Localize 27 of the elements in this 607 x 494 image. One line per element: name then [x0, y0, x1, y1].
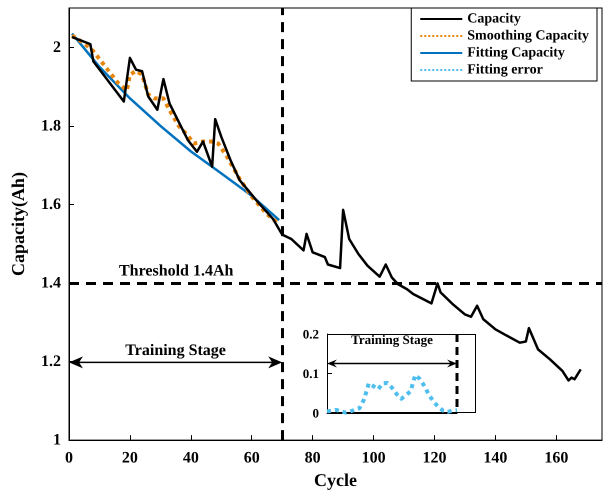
y-tick-label: 0: [312, 406, 319, 420]
y-axis-title: Capacity(Ah): [8, 172, 28, 276]
legend-label: Fitting Capacity: [467, 46, 565, 60]
y-tick-label: 1.2: [41, 353, 61, 370]
x-tick-label: 80: [304, 450, 321, 467]
x-tick-label: 120: [422, 450, 446, 467]
y-tick-label: 2: [53, 38, 61, 56]
y-tick-label: 0.2: [302, 326, 319, 342]
x-tick-label: 60: [244, 450, 260, 467]
annotation: Training Stage: [351, 332, 434, 347]
y-tick-label: 1.8: [41, 117, 61, 134]
x-tick-label: 20: [122, 450, 138, 467]
text: Fitting error: [467, 62, 543, 78]
x-tick-label: 40: [182, 450, 199, 467]
x-axis-title: Cycle: [314, 470, 357, 490]
x-tick-label: 140: [483, 450, 508, 467]
y-tick-label: 1.6: [41, 196, 61, 213]
ref-line-label: Threshold 1.4Ah: [119, 262, 234, 280]
y-tick-label: 1.4: [41, 274, 61, 292]
legend-label: Capacity: [467, 12, 521, 26]
y-tick-label: 0.1: [302, 366, 319, 381]
legend-label: Smoothing Capacity: [467, 28, 589, 44]
y-tick-label: 1: [53, 432, 61, 449]
x-tick-label: 0: [65, 450, 73, 467]
annotation: Training Stage: [125, 342, 226, 359]
x-tick-label: 160: [544, 450, 568, 467]
x-tick-label: 100: [362, 450, 386, 467]
